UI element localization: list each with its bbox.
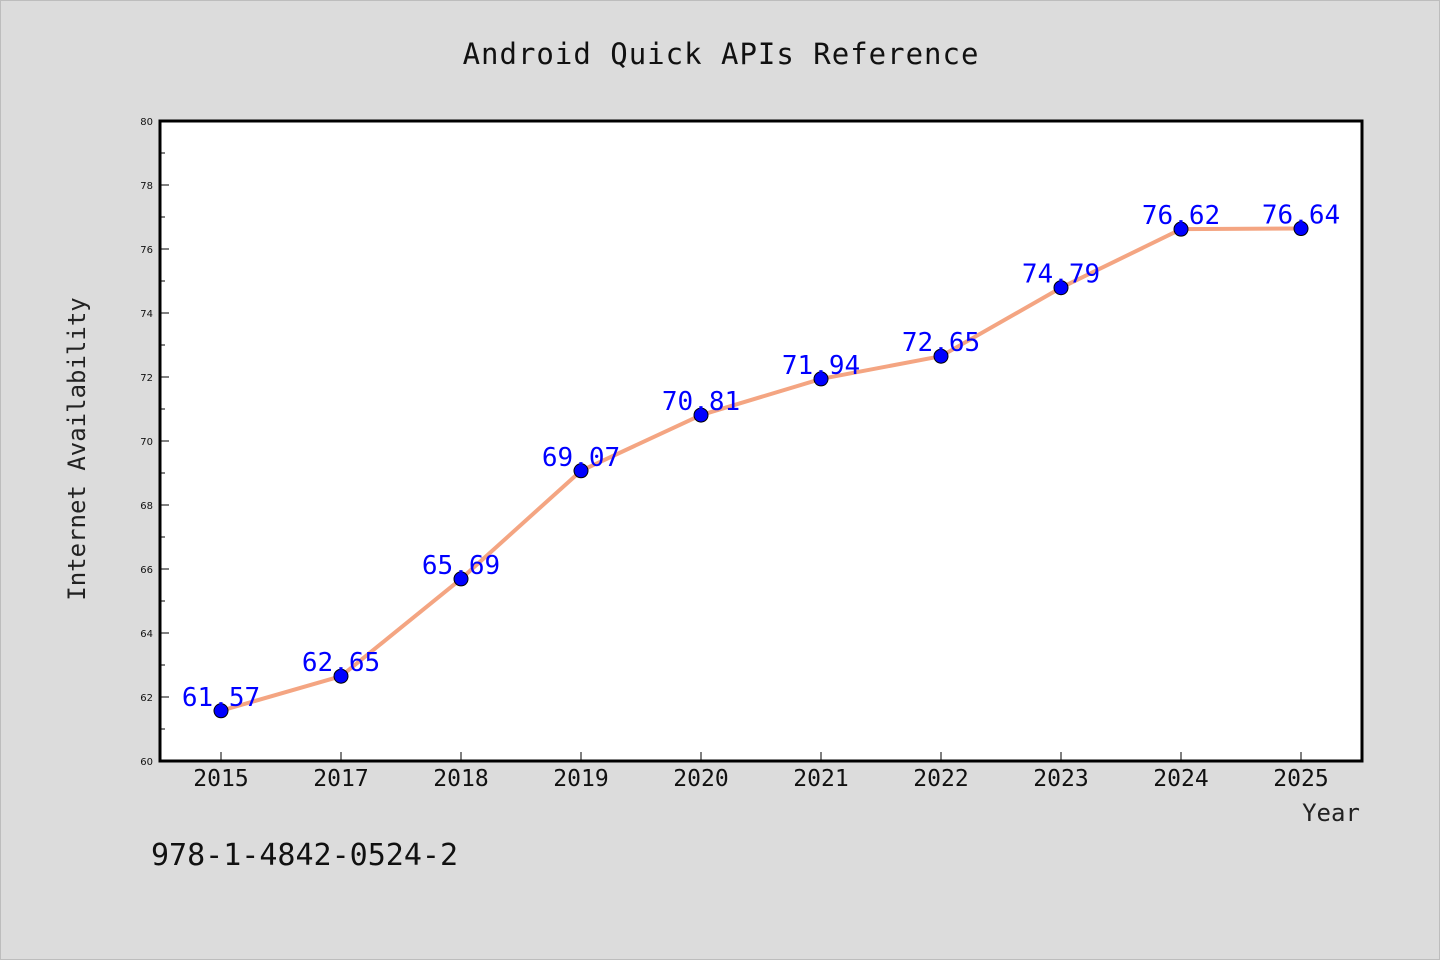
- y-tick-label: 62: [140, 693, 153, 704]
- x-tick-label: 2020: [673, 766, 728, 792]
- data-point: [453, 571, 469, 587]
- y-tick-label: 76: [140, 245, 153, 256]
- series-line-group: [220, 226, 1302, 713]
- data-point: [1173, 221, 1189, 237]
- data-point: [813, 371, 829, 387]
- y-tick-label: 70: [140, 437, 153, 448]
- y-tick-label: 66: [140, 565, 153, 576]
- data-point: [1293, 221, 1309, 237]
- data-point: [693, 407, 709, 423]
- data-label: 72.65: [902, 328, 980, 358]
- series-line: [220, 226, 1302, 713]
- data-label: 74.79: [1022, 260, 1100, 290]
- data-point: [213, 703, 229, 719]
- y-axis-title: Internet Availability: [63, 297, 91, 600]
- x-tick-label: 2021: [793, 766, 848, 792]
- y-tick-label: 72: [140, 373, 153, 384]
- data-label: 65.69: [422, 551, 500, 581]
- plot-area: [158, 119, 1364, 763]
- data-points: [213, 221, 1309, 719]
- isbn-label: 978-1-4842-0524-2: [151, 838, 458, 873]
- y-tick-label: 80: [140, 117, 153, 128]
- x-tick-label: 2024: [1153, 766, 1208, 792]
- data-label: 76.62: [1142, 201, 1220, 231]
- x-tick-label: 2019: [553, 766, 608, 792]
- x-axis-title: Year: [1302, 799, 1360, 827]
- x-tick-label: 2015: [193, 766, 248, 792]
- data-point: [573, 463, 589, 479]
- y-tick-label: 60: [140, 757, 153, 768]
- data-point: [933, 348, 949, 364]
- x-tick-label: 2023: [1033, 766, 1088, 792]
- data-label: 76.64: [1262, 201, 1340, 231]
- data-label: 71.94: [782, 351, 860, 381]
- data-point: [1053, 280, 1069, 296]
- y-tick-label: 68: [140, 501, 153, 512]
- x-tick-label: 2022: [913, 766, 968, 792]
- data-label: 70.81: [662, 387, 740, 417]
- chart-title: Android Quick APIs Reference: [463, 37, 980, 71]
- x-tick-label: 2018: [433, 766, 488, 792]
- data-label: 61.57: [182, 683, 260, 713]
- data-labels: 61.57 62.65 65.69 69.07 70.81 71.94 72.65 74.79…: [182, 201, 1340, 713]
- x-tick-label: 2017: [313, 766, 368, 792]
- data-label: 69.07: [542, 443, 620, 473]
- y-tick-label: 64: [140, 629, 153, 640]
- y-axis: 60 62 64 66 68 70 72 74 76 78 80: [140, 117, 169, 768]
- data-point: [333, 668, 349, 684]
- x-tick-label: 2025: [1273, 766, 1328, 792]
- y-tick-label: 74: [140, 309, 153, 320]
- y-tick-label: 78: [140, 181, 153, 192]
- x-axis: 2015 2017 2018 2019 2020 2021 2022 2023 2024 2025: [193, 752, 1329, 792]
- data-label: 62.65: [302, 648, 380, 678]
